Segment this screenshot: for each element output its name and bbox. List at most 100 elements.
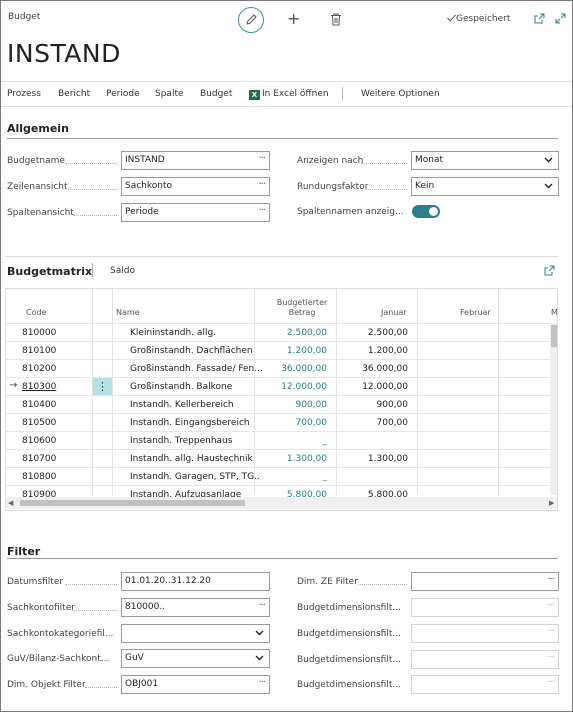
table-row[interactable]: 810100 Großinstandh. Dachflächen 1.200,00 1…	[6, 341, 557, 360]
table-row[interactable]: 810800 Instandh. Garagen, STP, TG.. _	[6, 467, 557, 486]
cell-code: 810600	[22, 436, 57, 446]
cell-januar: 2.500,00	[367, 328, 408, 338]
table-row[interactable]: → ⋮ 810300 Großinstandh. Balkone 12.000,00 12…	[6, 377, 557, 396]
action-budget[interactable]: Budget	[200, 89, 233, 99]
table-row[interactable]: 810600 Instandh. Treppenhaus _	[6, 431, 557, 450]
dim-objekt-filter-field[interactable]: OBJ001 ···	[121, 675, 270, 694]
dim-ze-filter-field[interactable]: ···	[411, 572, 559, 591]
lookup-ellipsis-icon[interactable]: ···	[258, 677, 265, 688]
action-excel-label: In Excel öffnen	[262, 89, 329, 99]
dim-objekt-filter-label: Dim. Objekt Filter	[7, 680, 86, 690]
col-header-budget[interactable]: Budgetierter Betrag	[271, 298, 333, 318]
saved-text: Gespeichert	[456, 14, 511, 24]
section-allgemein-title: Allgemein	[7, 122, 69, 135]
table-row[interactable]: 810400 Instandh. Kellerbereich 900,00 900,0…	[6, 395, 557, 414]
chevron-down-icon	[544, 183, 553, 189]
cell-code: 810500	[22, 418, 57, 428]
action-excel[interactable]: X In Excel öffnen	[249, 89, 329, 100]
cell-budget[interactable]: _	[322, 436, 328, 446]
budget-matrix-grid: Code Name Budgetierter Betrag Januar Febr…	[5, 288, 558, 511]
section-divider	[7, 558, 558, 559]
lookup-ellipsis-icon: ···	[547, 600, 554, 611]
table-row[interactable]: 810700 Instandh. allg. Haustechnik 1.300,0…	[6, 449, 557, 468]
horizontal-scrollbar[interactable]: ◀ ▶	[6, 497, 557, 509]
dotted-leader	[65, 584, 117, 585]
lookup-ellipsis-icon[interactable]: ···	[547, 574, 554, 585]
col-header-januar[interactable]: Januar	[381, 308, 407, 317]
budgetname-field[interactable]: INSTAND ···	[121, 151, 270, 170]
pencil-icon	[246, 14, 257, 25]
action-prozess[interactable]: Prozess	[7, 89, 41, 99]
spaltenansicht-field[interactable]: Periode ···	[121, 203, 270, 222]
expand-icon[interactable]	[555, 13, 566, 24]
rundungsfaktor-select[interactable]: Kein	[411, 177, 559, 196]
scroll-left-arrow-icon[interactable]: ◀	[8, 499, 14, 507]
cell-name: Großinstandh. Fassade/ Fen...	[130, 364, 263, 374]
cell-budget[interactable]: 1.300,00	[286, 454, 327, 464]
budgetmatrix-title: Budgetmatrix	[7, 265, 93, 278]
pop-out-icon[interactable]	[544, 265, 555, 276]
cell-name: Instandh. Treppenhaus	[130, 436, 233, 446]
trash-icon[interactable]	[330, 13, 342, 26]
col-header-code[interactable]: Code	[26, 308, 47, 317]
add-icon[interactable]: +	[287, 9, 301, 28]
action-bericht[interactable]: Bericht	[58, 89, 91, 99]
vertical-scrollbar-thumb[interactable]	[551, 325, 557, 347]
table-row[interactable]: 810000 Kleininstandh. allg. 2.500,00 2.500,…	[6, 323, 557, 342]
action-periode[interactable]: Periode	[106, 89, 140, 99]
lookup-ellipsis-icon[interactable]: ···	[258, 179, 265, 190]
edit-button[interactable]	[238, 7, 264, 33]
guv-bilanz-select[interactable]: GuV	[121, 649, 270, 668]
datumsfilter-field[interactable]: 01.01.20..31.12.20	[121, 572, 270, 591]
budgetdimension2-field: ···	[411, 624, 559, 643]
anzeigen-nach-select[interactable]: Monat	[411, 151, 559, 170]
cell-budget[interactable]: 5.800,00	[286, 490, 327, 500]
lookup-ellipsis-icon[interactable]: ···	[258, 153, 265, 164]
action-spalte[interactable]: Spalte	[155, 89, 184, 99]
table-row[interactable]: 810200 Großinstandh. Fassade/ Fen... 36.00…	[6, 359, 557, 378]
cell-budget[interactable]: 2.500,00	[286, 328, 327, 338]
col-header-name[interactable]: Name	[116, 308, 140, 317]
spaltenansicht-value: Periode	[125, 207, 159, 217]
dotted-leader	[73, 215, 117, 216]
cell-code: 810200	[22, 364, 57, 374]
cell-name: Großinstandh. Balkone	[130, 382, 233, 392]
action-weitere-optionen[interactable]: Weitere Optionen	[361, 89, 440, 99]
table-row[interactable]: 810900 Instandh. Aufzugsanlage 5.800,00 5.8…	[6, 485, 557, 504]
lookup-ellipsis-icon[interactable]: ···	[258, 205, 265, 216]
horizontal-scrollbar-thumb[interactable]	[20, 500, 245, 506]
cell-name: Instandh. allg. Haustechnik	[130, 454, 253, 464]
dim-objekt-filter-value: OBJ001	[125, 679, 159, 689]
vertical-scrollbar[interactable]	[550, 323, 557, 495]
row-action-menu-icon[interactable]: ⋮	[93, 378, 112, 395]
cell-budget[interactable]: 1.200,00	[286, 346, 327, 356]
cell-budget[interactable]: _	[322, 472, 328, 482]
datumsfilter-value: 01.01.20..31.12.20	[125, 576, 211, 586]
cell-budget[interactable]: 700,00	[295, 418, 328, 428]
cell-budget[interactable]: 900,00	[295, 400, 328, 410]
table-row[interactable]: 810500 Instandh. Eingangsbereich 700,00 700…	[6, 413, 557, 432]
zeilenansicht-label: Zeilenansicht	[7, 182, 68, 192]
budgetdimension4-field: ···	[411, 675, 559, 694]
cell-budget[interactable]: 36.000,00	[281, 364, 327, 374]
cell-budget[interactable]: 12.000,00	[281, 382, 327, 392]
scroll-right-arrow-icon[interactable]: ▶	[549, 499, 555, 507]
dotted-leader	[65, 163, 117, 164]
lookup-ellipsis-icon: ···	[547, 677, 554, 688]
cell-code[interactable]: 810300	[22, 382, 57, 392]
dim-ze-filter-label: Dim. ZE Filter	[297, 577, 358, 587]
col-header-more[interactable]: M	[551, 308, 558, 317]
zeilenansicht-field[interactable]: Sachkonto ···	[121, 177, 270, 196]
rundungsfaktor-value: Kein	[415, 181, 435, 191]
col-header-februar[interactable]: Februar	[460, 308, 491, 317]
sachkontofilter-field[interactable]: 810000.. ···	[121, 598, 270, 617]
sachkontokategoriefilter-label: Sachkontokategoriefil...	[7, 629, 114, 639]
spaltennamen-toggle[interactable]	[412, 205, 440, 218]
dotted-leader	[73, 610, 117, 611]
grid-divider	[336, 289, 337, 495]
lookup-ellipsis-icon[interactable]: ···	[258, 600, 265, 611]
tab-saldo[interactable]: Saldo	[110, 266, 135, 276]
open-new-window-icon[interactable]	[534, 13, 545, 24]
sachkontokategoriefilter-select[interactable]	[121, 624, 270, 643]
